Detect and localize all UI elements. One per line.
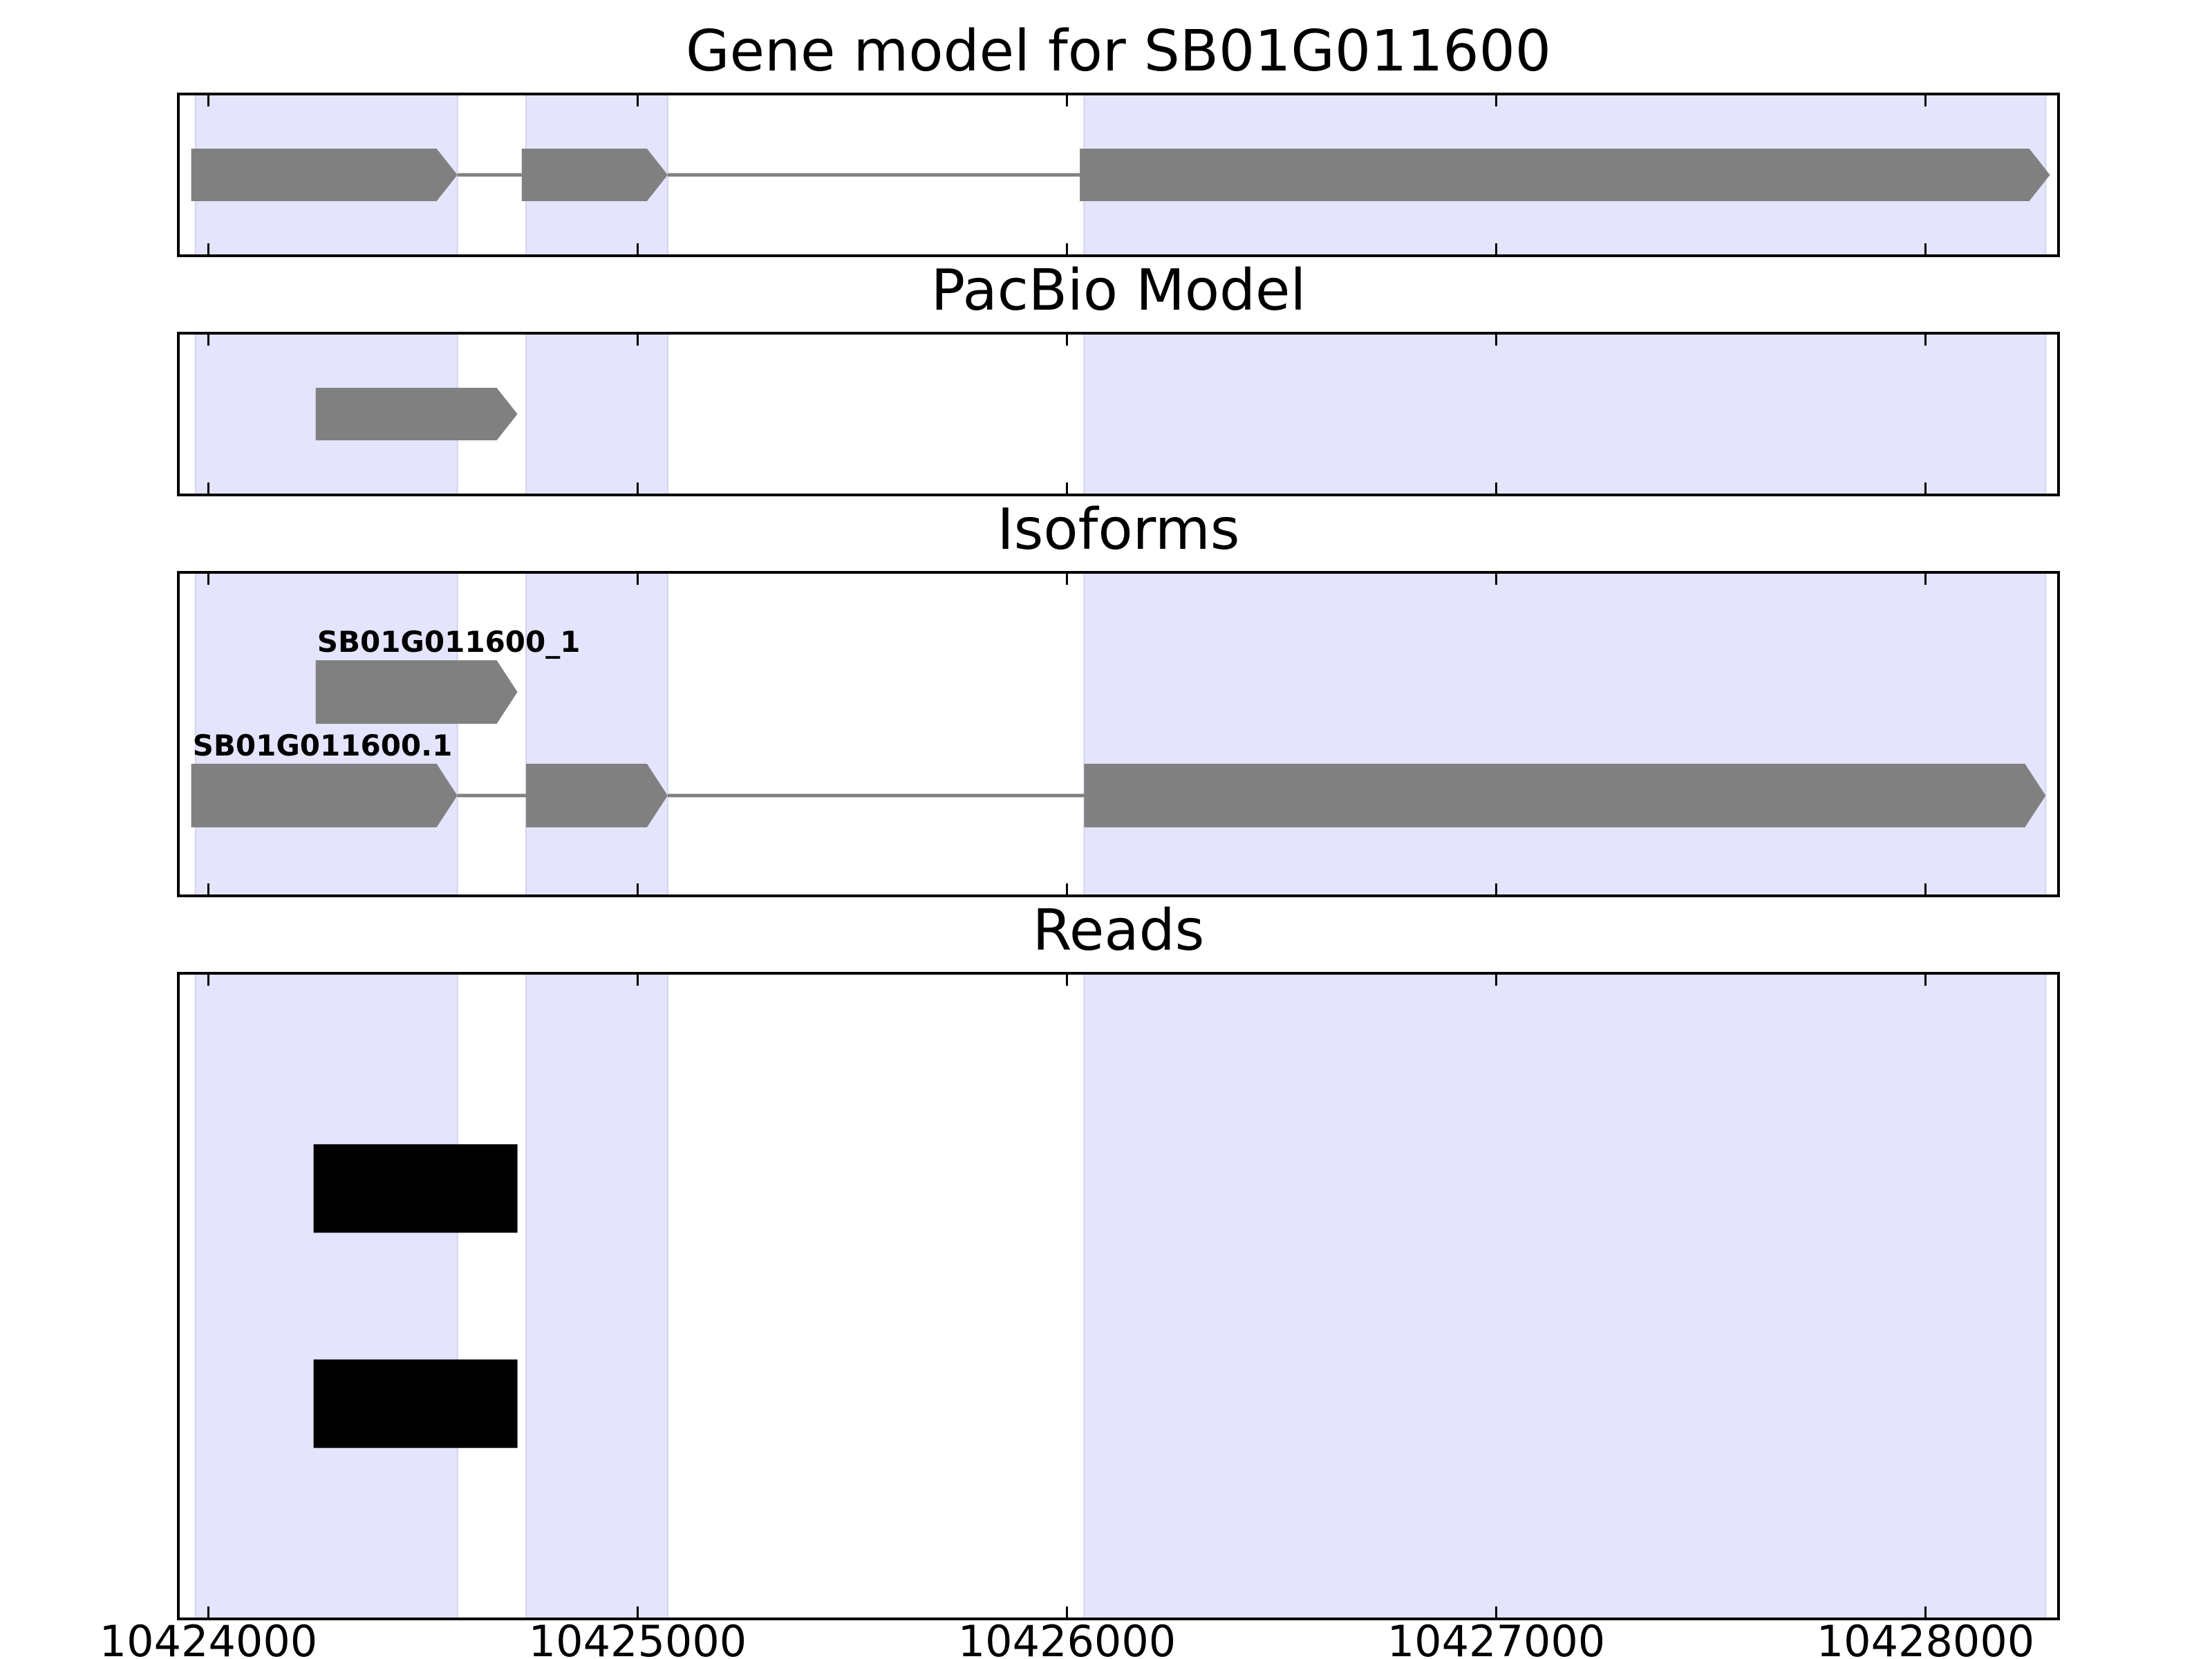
x-tick-label: 10427000 (1387, 1616, 1606, 1659)
exon-block (191, 763, 458, 827)
exon-highlight-region (525, 572, 668, 897)
exon-highlight-region (525, 332, 668, 496)
read-block (313, 1144, 518, 1233)
exon-highlight-region (525, 973, 668, 1620)
panel-title: Reads (1033, 898, 1205, 964)
exon-block (315, 388, 518, 440)
exon-block (315, 660, 518, 724)
panel-frame (177, 972, 2060, 1620)
exon-highlight-region (194, 973, 458, 1620)
panel-title: Isoforms (997, 497, 1240, 563)
panel-frame (177, 571, 2060, 897)
isoform-label: SB01G011600.1 (193, 729, 453, 762)
exon-highlight-region (1083, 332, 2047, 496)
exon-highlight-region (1083, 572, 2047, 897)
exon-highlight-region (194, 572, 458, 897)
exon-block (521, 149, 668, 201)
panel-frame (177, 93, 2060, 257)
panel-isoforms: Isoforms SB01G011600_1 SB01G011600.1 (177, 497, 2060, 897)
exon-block (526, 763, 668, 827)
exon-block (191, 149, 458, 201)
panel-pacbio-model: PacBio Model (177, 258, 2060, 496)
panel-title: Gene model for SB01G011600 (686, 19, 1551, 84)
isoform-label: SB01G011600_1 (317, 625, 581, 659)
x-tick-label: 10424000 (100, 1616, 318, 1659)
exon-block (1080, 149, 2050, 201)
panel-frame (177, 332, 2060, 496)
x-tick-label: 10428000 (1817, 1616, 2035, 1659)
x-tick-label: 10426000 (958, 1616, 1177, 1659)
exon-block (1084, 763, 2046, 827)
x-tick-label: 10425000 (529, 1616, 747, 1659)
panels-layer: Gene model for SB01G011600 PacBio Model Is… (177, 19, 2060, 1620)
panel-title: PacBio Model (931, 258, 1306, 324)
read-block (313, 1359, 518, 1448)
x-axis-tick-labels: 10424000 10425000 10426000 10427000 10428000 (100, 1616, 2035, 1659)
panel-reads: Reads (177, 898, 2060, 1620)
exon-highlight-region (1083, 973, 2047, 1620)
panel-gene-model: Gene model for SB01G011600 (177, 19, 2060, 257)
